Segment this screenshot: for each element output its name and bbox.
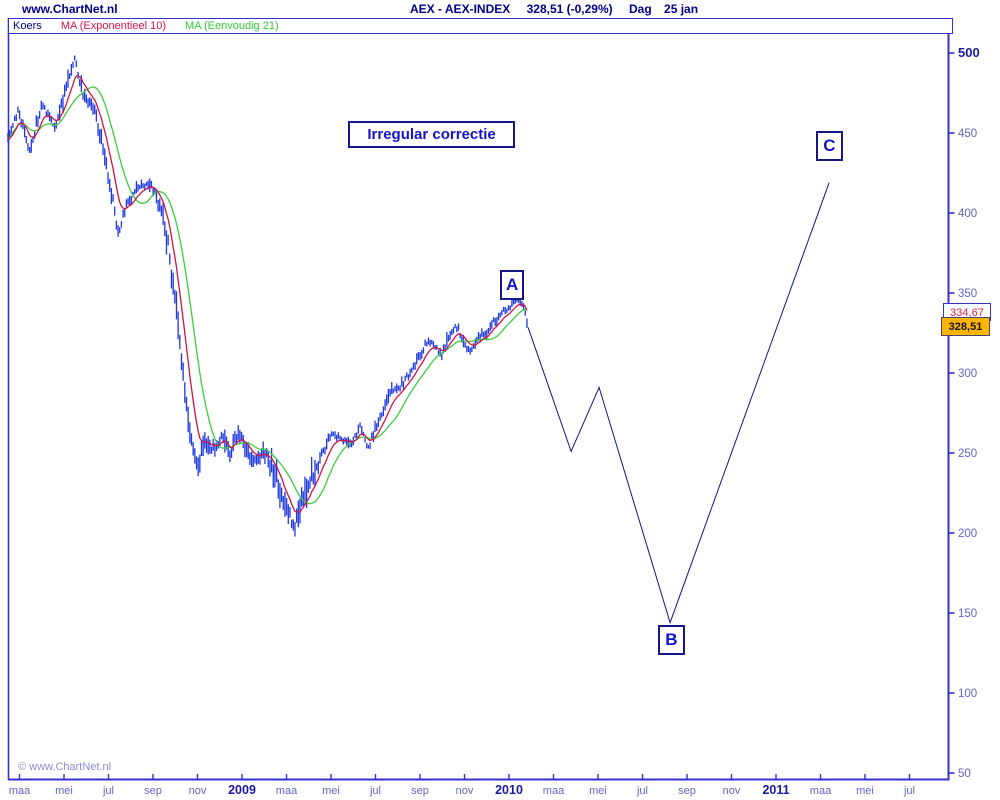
- y-tick-label: 50: [958, 768, 971, 780]
- y-tick-label: 150: [958, 608, 977, 620]
- y-tick-label: 400: [958, 208, 977, 220]
- x-tick-label: 2009: [228, 783, 256, 797]
- x-tick-label: sep: [411, 785, 429, 797]
- legend-bar: Koers MA (Exponentieel 10) MA (Eenvoudig…: [8, 18, 953, 34]
- chart-header-title: AEX - AEX-INDEX 328,51 (-0,29%) Dag 25 j…: [410, 2, 698, 16]
- x-tick-label: maa: [810, 785, 832, 797]
- x-tick-label: nov: [723, 785, 741, 797]
- y-axis: 500 450 400 350 300 250 200 150 100 50: [949, 45, 980, 780]
- y-tick-label: 350: [958, 288, 977, 300]
- elliott-projection-line[interactable]: [527, 182, 830, 625]
- legend-item-sma21: MA (Eenvoudig 21): [185, 20, 279, 32]
- x-tick-label: jul: [636, 785, 648, 797]
- annotation-irregular-correctie[interactable]: Irregular correctie: [348, 121, 516, 149]
- annotation-c[interactable]: C: [815, 130, 843, 161]
- x-axis: maa mei jul sep nov 2009 maa mei jul sep nov 2010 ma…: [9, 774, 915, 797]
- koers-price-bars: [7, 55, 528, 537]
- ema-price-value: 334,67: [950, 307, 984, 319]
- x-tick-label: nov: [189, 785, 207, 797]
- last-price-value: 328,51: [948, 320, 983, 333]
- annotation-a[interactable]: A: [500, 270, 525, 300]
- quote-value: 328,51 (-0,29%): [526, 2, 613, 16]
- sma21-line: [7, 86, 528, 505]
- legend-item-koers: Koers: [13, 20, 42, 32]
- y-tick-label: 250: [958, 448, 977, 460]
- brand-logo-text: www.ChartNet.nl: [22, 2, 118, 16]
- legend-item-ema10: MA (Exponentieel 10): [60, 20, 166, 32]
- date-label: 25 jan: [664, 2, 699, 16]
- y-tick-label: 300: [958, 368, 977, 380]
- x-tick-label: 2011: [762, 783, 789, 797]
- x-tick-label: 2010: [495, 783, 523, 797]
- ema10-line: [7, 75, 528, 513]
- y-tick-label: 450: [958, 128, 977, 140]
- x-tick-label: mei: [589, 785, 607, 797]
- x-tick-label: maa: [543, 785, 565, 797]
- x-tick-label: sep: [144, 785, 162, 797]
- x-tick-label: nov: [456, 785, 474, 797]
- x-tick-label: mei: [55, 785, 73, 797]
- x-tick-label: maa: [9, 785, 31, 797]
- y-tick-label: 100: [958, 688, 977, 700]
- x-tick-label: jul: [903, 785, 915, 797]
- x-tick-label: mei: [322, 785, 340, 797]
- annotation-b[interactable]: B: [657, 625, 685, 656]
- x-tick-label: sep: [678, 785, 696, 797]
- y-tick-label: 200: [958, 528, 977, 540]
- copyright-watermark: © www.ChartNet.nl: [18, 761, 112, 773]
- last-price-tag: 328,51: [941, 317, 990, 336]
- x-tick-label: maa: [276, 785, 298, 797]
- y-tick-label: 500: [958, 45, 980, 60]
- x-tick-label: mei: [856, 785, 874, 797]
- x-tick-label: jul: [102, 785, 114, 797]
- x-tick-label: jul: [369, 785, 381, 797]
- symbol-name: AEX - AEX-INDEX: [410, 2, 511, 16]
- period-label: Dag: [629, 2, 652, 16]
